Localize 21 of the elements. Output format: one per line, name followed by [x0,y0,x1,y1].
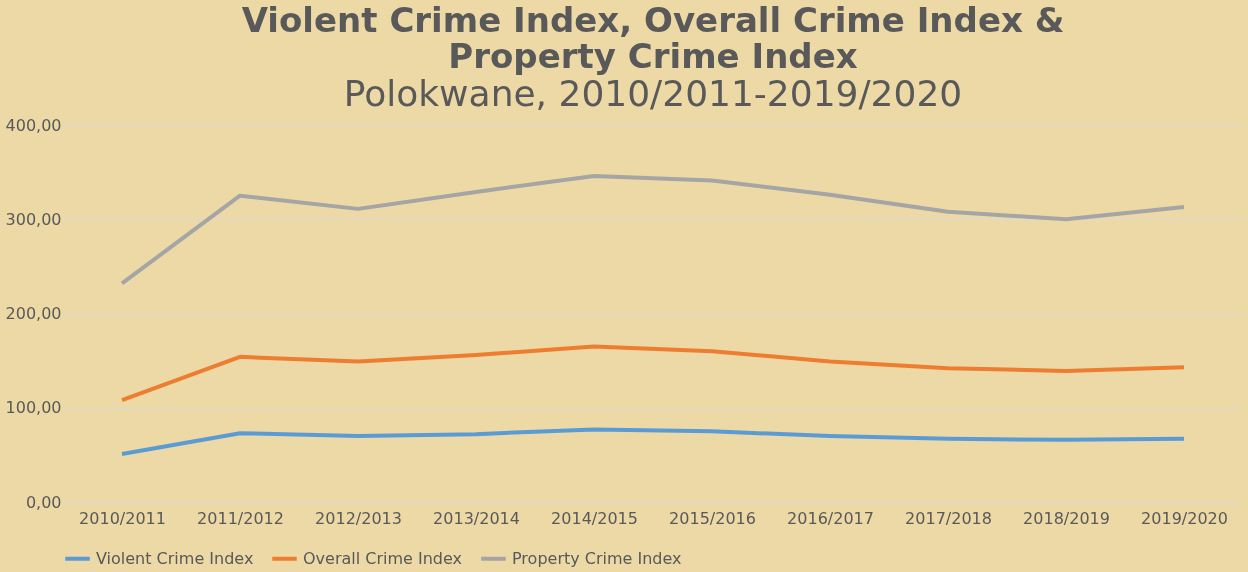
x-tick-label: 2015/2016 [669,508,756,528]
line-series [120,173,1186,286]
y-tick-label: 0,00 [25,492,62,512]
x-tick-label: 2016/2017 [787,508,874,528]
x-tick-label: 2018/2019 [1023,508,1110,528]
x-tick-label: 2017/2018 [905,508,992,528]
y-tick-label: 300,00 [5,209,62,229]
x-tick-label: 2010/2011 [79,508,166,528]
legend-label: Violent Crime Index [96,548,254,568]
x-tick-label: 2011/2012 [197,508,284,528]
line-series [120,344,1186,403]
x-tick-label: 2019/2020 [1141,508,1228,528]
y-tick-label: 100,00 [5,398,62,418]
x-tick-label: 2014/2015 [551,508,638,528]
line-series [120,427,1186,456]
y-tick-label: 200,00 [5,304,62,323]
legend-label: Property Crime Index [512,548,682,568]
x-tick-label: 2013/2014 [433,508,520,528]
x-tick-label: 2012/2013 [315,508,402,528]
legend-label: Overall Crime Index [303,548,463,568]
y-tick-label: 400,00 [5,115,62,135]
